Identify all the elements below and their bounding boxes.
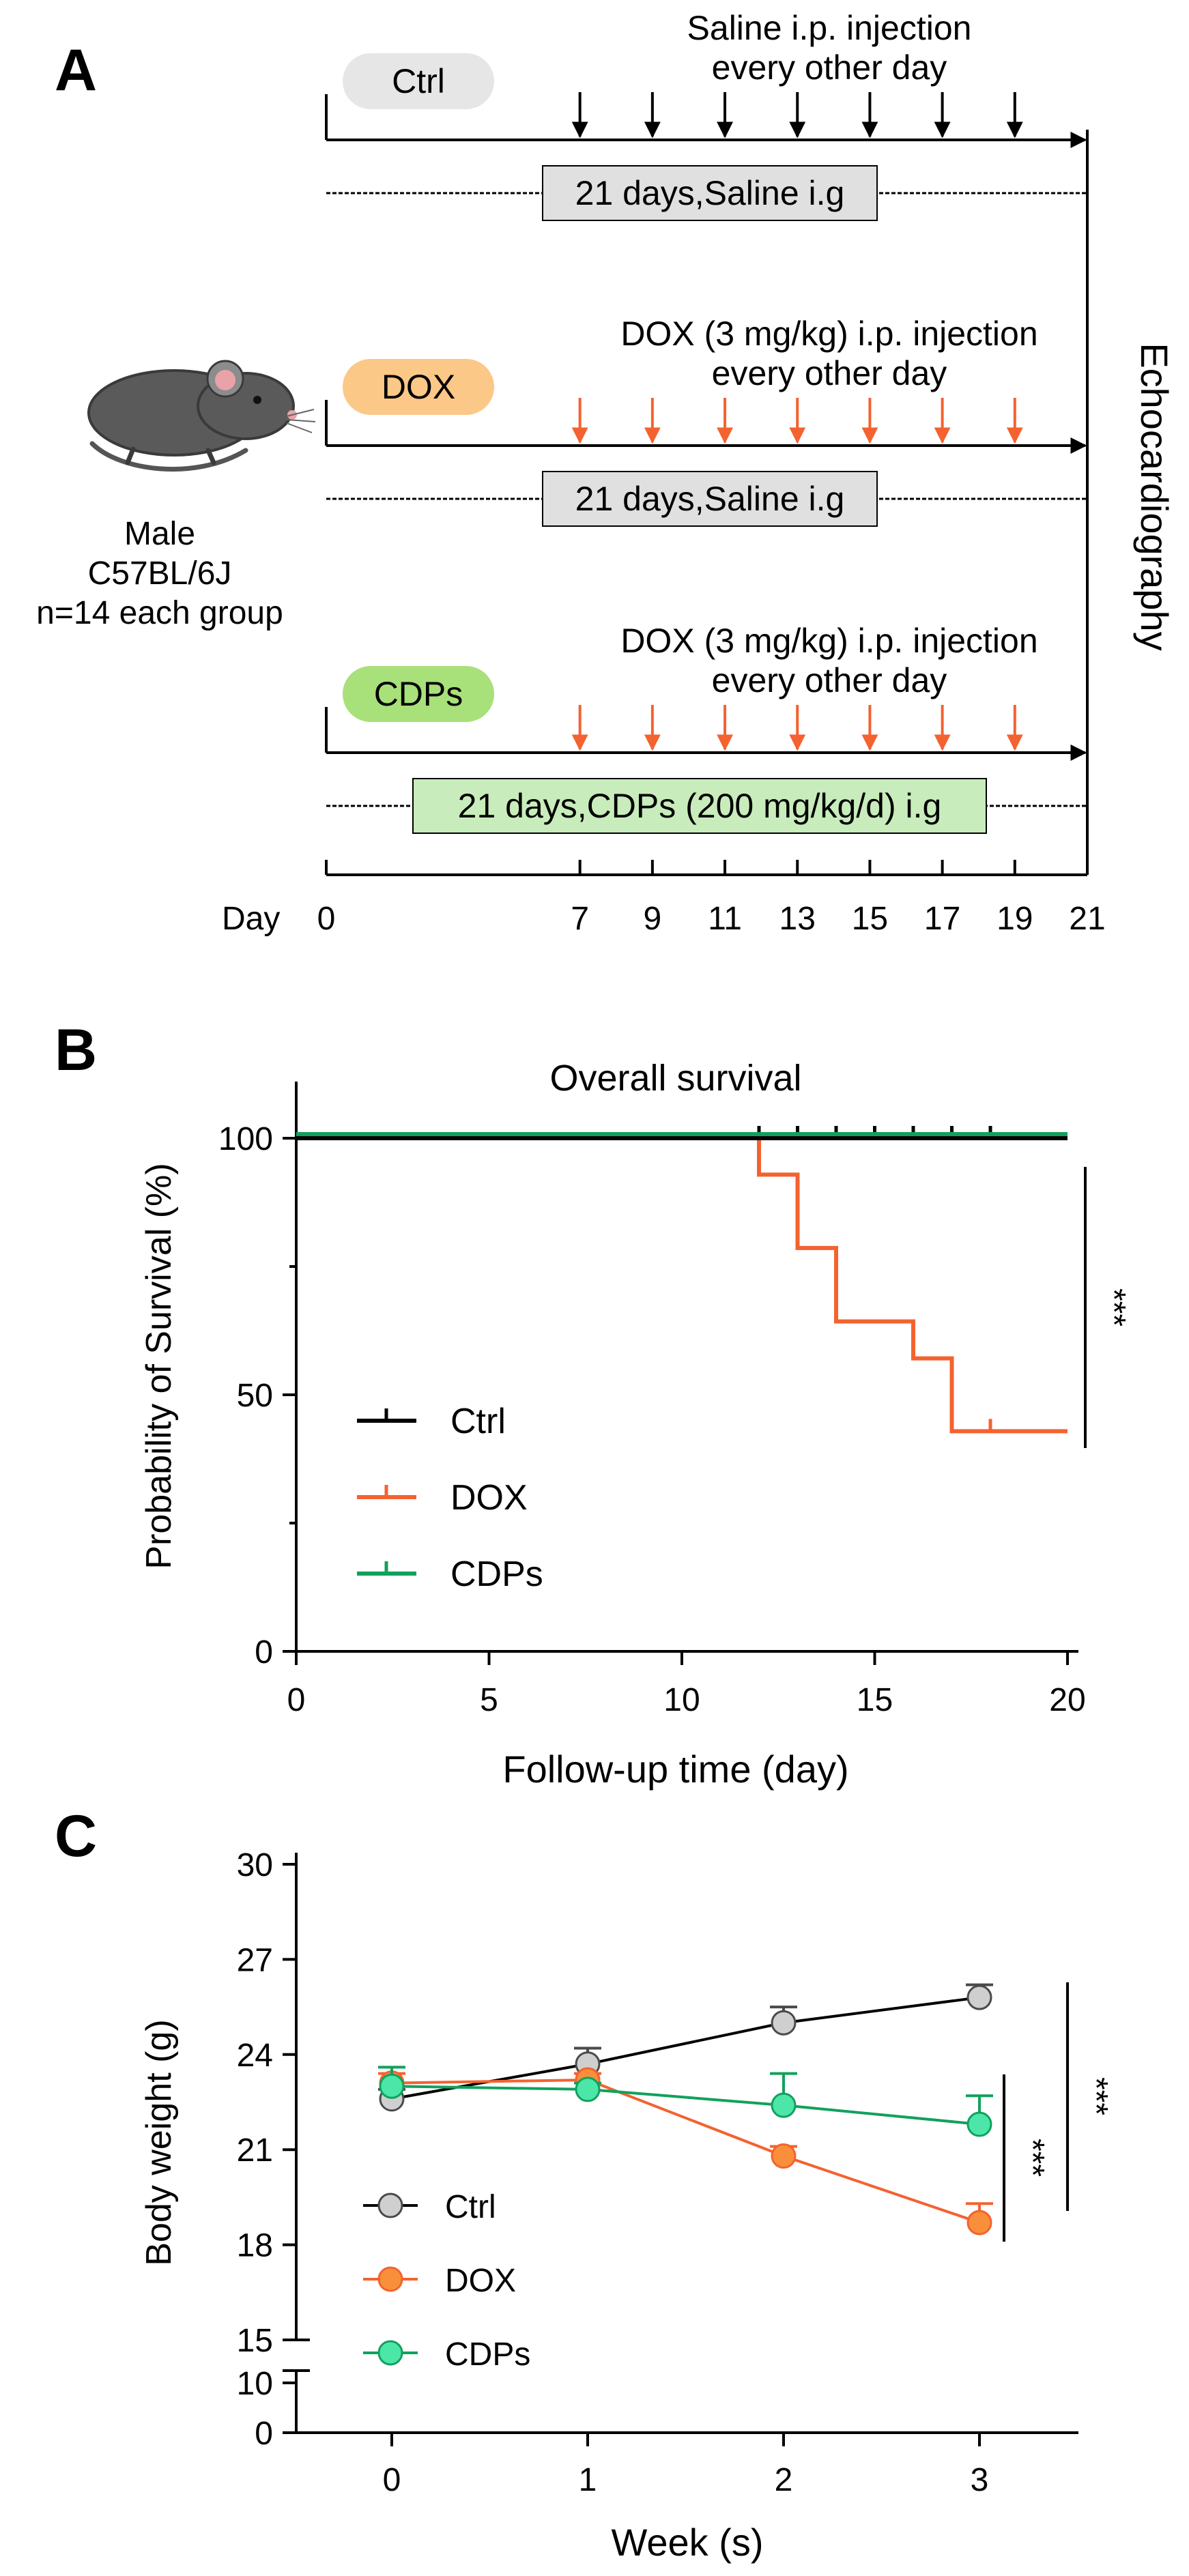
day-tick-label: 0 [317,901,336,937]
mouse-sex: Male [124,516,195,552]
group-pill [343,359,494,415]
weight-line [391,2078,980,2224]
weight-legend-label: CDPs [445,2336,530,2373]
panel-b: B Overall survival 0 5 10 15 20 0 50 100 *** Pr… [55,1017,1132,1791]
group-pill-label: Ctrl [392,62,445,100]
weight-x-tick-label: 2 [775,2462,793,2498]
injection-line-1: DOX (3 mg/kg) i.p. injection [620,622,1037,660]
weight-legend-label: DOX [445,2263,516,2299]
mouse-illustration [87,360,316,472]
weight-line [391,1996,980,2100]
weight-y-tick-label: 15 [237,2323,273,2359]
gavage-box [412,778,987,834]
day-tick-label: 19 [997,901,1033,937]
weight-point [771,2092,797,2118]
weight-point [966,1984,992,2010]
weight-y-tick-label: 10 [237,2366,273,2402]
survival-title: Overall survival [549,1058,801,1099]
mouse-strain: C57BL/6J [88,555,232,592]
survival-x-label: Follow-up time (day) [502,1748,848,1791]
weight-y-tick-label: 21 [237,2132,273,2169]
weight-x-tick-label: 3 [971,2462,989,2498]
survival-significance: *** [1095,1288,1132,1327]
weight-y-tick-label: 0 [255,2416,273,2452]
panel-label-a: A [55,38,97,103]
endpoint-label: Echocardiography [1133,343,1176,650]
survival-legend-label: Ctrl [450,1402,506,1441]
weight-point [771,2010,797,2036]
weight-y-tick-label: 24 [237,2038,273,2074]
weight-y-label: Body weight (g) [139,2019,179,2266]
survival-y-tick-label: 0 [255,1634,273,1670]
survival-x-tick-label: 5 [480,1682,498,1718]
weight-point [966,2210,992,2235]
injection-line-2: every other day [712,354,947,392]
survival-x-tick-label: 15 [857,1682,893,1718]
panel-label-b: B [55,1017,97,1083]
injection-line-2: every other day [712,661,947,699]
weight-legend-marker [377,2340,403,2366]
weight-y-tick-label: 27 [237,1942,273,1978]
group-pill [343,53,494,109]
gavage-label: 21 days,Saline i.g [575,174,845,212]
weight-legend-marker [377,2193,403,2218]
weight-x-label: Week (s) [612,2521,764,2564]
weight-point [575,2076,601,2102]
panel-label-c: C [55,1804,97,1869]
weight-y-tick-label: 18 [237,2228,273,2264]
survival-x-tick-label: 10 [663,1682,700,1718]
day-tick-label: 7 [571,901,589,937]
panel-a: A Male C57BL/6J n=14 each group Ctrl Sali… [36,9,1176,937]
injection-line-2: every other day [712,48,947,87]
survival-x-tick-label: 0 [287,1682,306,1718]
weight-significance-inner: *** [1014,2139,1050,2177]
group-pill-label: DOX [382,368,455,406]
survival-line-dox [296,1136,1068,1434]
day-tick-label: 21 [1069,901,1105,937]
weight-y-tick-label: 30 [237,1847,273,1883]
weight-point [966,2111,992,2137]
weight-legend-marker [377,2266,403,2292]
gavage-box [542,471,878,527]
weight-series-ctrl [378,1983,993,2112]
injection-line-1: Saline i.p. injection [687,9,972,47]
day-tick-label: 9 [644,901,662,937]
survival-y-tick-label: 100 [218,1121,273,1157]
weight-x-tick-label: 1 [579,2462,597,2498]
day-tick-label: 11 [708,901,742,937]
mouse-count: n=14 each group [36,595,283,631]
gavage-label: 21 days,Saline i.g [575,480,845,518]
survival-y-label: Probability of Survival (%) [139,1163,179,1569]
group-pill-label: CDPs [374,675,463,713]
weight-legend-label: Ctrl [445,2189,496,2225]
weight-point [771,2143,797,2169]
panel-c: C 15 18 21 24 27 30 0 10 0 1 2 3 *** *** Body weigh… [55,1804,1114,2564]
day-tick-label: 15 [852,901,888,937]
day-axis-label: Day [222,901,280,937]
gavage-label: 21 days,CDPs (200 mg/kg/d) i.g [458,787,942,825]
gavage-box [542,165,878,221]
day-axis: 0 7 9 11 13 15 17 19 21 Day [222,860,1106,937]
survival-x-tick-label: 20 [1049,1682,1085,1718]
survival-legend-label: DOX [450,1478,528,1518]
weight-point [379,2073,405,2099]
survival-y-tick-label: 50 [237,1378,273,1414]
group-pill [343,666,494,722]
weight-line [391,2085,980,2126]
weight-series-cdps [378,2066,993,2137]
injection-line-1: DOX (3 mg/kg) i.p. injection [620,315,1037,353]
day-tick-label: 13 [779,901,816,937]
day-tick-label: 17 [924,901,960,937]
weight-x-tick-label: 0 [383,2462,401,2498]
survival-legend-label: CDPs [450,1554,543,1594]
weight-significance-outer: *** [1078,2077,1114,2115]
